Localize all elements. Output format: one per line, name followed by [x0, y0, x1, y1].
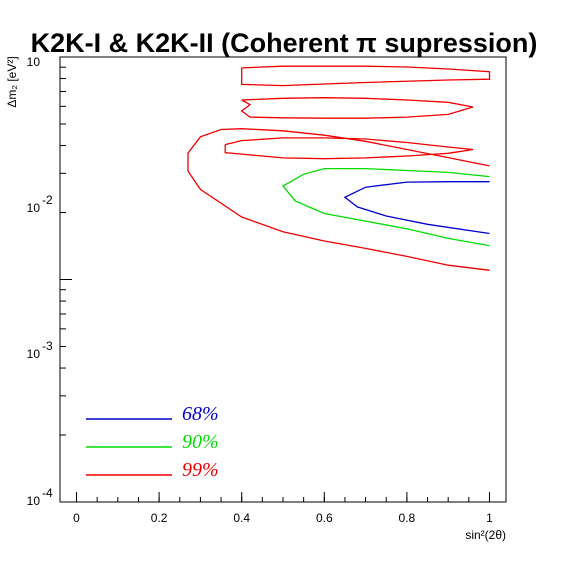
legend: 68% 90% 99%: [86, 403, 219, 481]
y-tick-exponent: -2: [42, 193, 53, 207]
contour-99-percent: [241, 65, 491, 87]
x-tick-label: 1: [486, 511, 493, 525]
contour-99-percent: [224, 137, 474, 160]
x-tick-label: 0.8: [399, 511, 416, 525]
y-tick-exponent: -3: [42, 339, 53, 353]
y-tick-label: 10: [27, 201, 41, 215]
contour-68-percent: [343, 181, 490, 235]
contour-lines: [187, 65, 491, 271]
x-tick-label: 0.6: [316, 511, 333, 525]
x-tick-label: 0.2: [151, 511, 168, 525]
y-tick-label: 10: [27, 55, 41, 69]
legend-label: 90%: [182, 431, 219, 453]
legend-label: 68%: [182, 403, 219, 425]
contour-99-percent: [240, 97, 474, 119]
y-tick-exponent: -4: [42, 486, 53, 500]
y-tick-label: 10: [27, 347, 41, 361]
x-tick-label: 0.4: [233, 511, 250, 525]
contour-99-percent: [187, 128, 490, 271]
x-axis-ticks: 0 0.2 0.4 0.6 0.8 1: [73, 492, 493, 525]
y-axis-label: Δm₂ [eV²]: [5, 56, 19, 107]
contour-90-percent: [282, 167, 490, 247]
legend-label: 99%: [182, 459, 219, 481]
x-axis-label: sin²(2θ): [465, 528, 506, 542]
y-tick-label: 10: [27, 494, 41, 508]
chart-title: K2K-I & K2K-II (Coherent π supression): [31, 28, 538, 58]
x-tick-label: 0: [73, 511, 80, 525]
